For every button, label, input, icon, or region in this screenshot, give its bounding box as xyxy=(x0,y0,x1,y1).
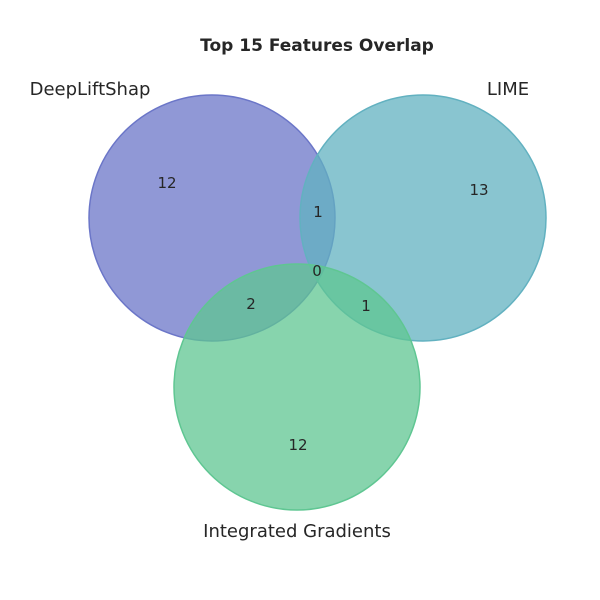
circle-lime xyxy=(299,94,547,342)
set-label-deepliftshap: DeepLiftShap xyxy=(30,79,151,100)
circle-integrated-gradients xyxy=(173,263,421,511)
region-count-lime-integrated-gradients: 1 xyxy=(361,297,371,315)
set-label-integrated-gradients: Integrated Gradients xyxy=(203,521,391,542)
set-label-lime: LIME xyxy=(487,79,529,100)
region-count-lime-only: 13 xyxy=(469,181,488,199)
chart-title: Top 15 Features Overlap xyxy=(200,36,434,56)
region-count-integrated-gradients-only: 12 xyxy=(288,436,307,454)
region-count-all-three: 0 xyxy=(312,262,322,280)
region-count-deepliftshap-integrated-gradients: 2 xyxy=(246,295,256,313)
set-circles xyxy=(88,94,547,511)
region-count-deepliftshap-only: 12 xyxy=(157,174,176,192)
region-count-deepliftshap-lime: 1 xyxy=(313,203,323,221)
